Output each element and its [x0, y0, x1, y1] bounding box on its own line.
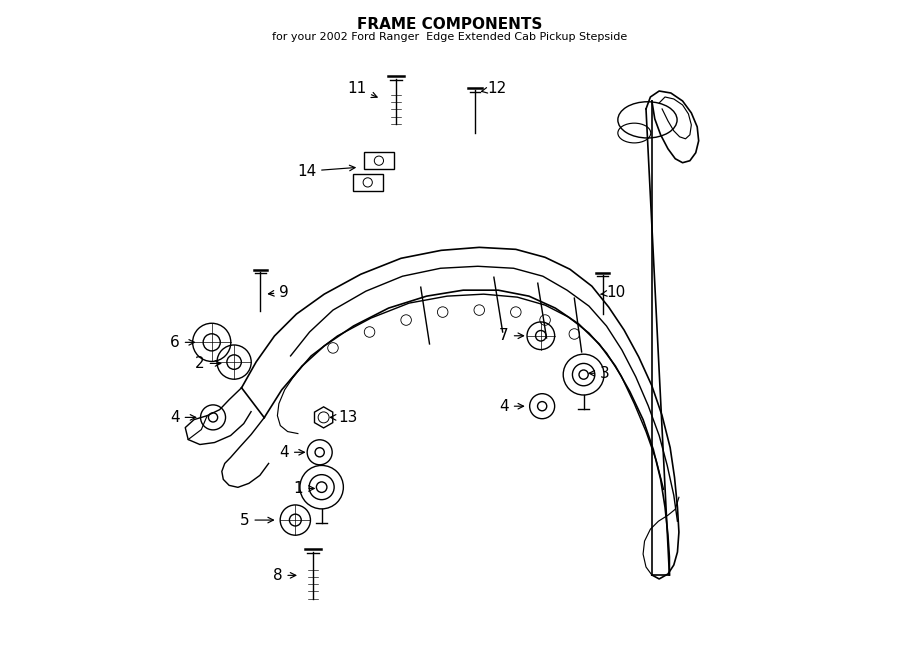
Text: 14: 14 — [297, 164, 356, 178]
Text: 4: 4 — [170, 410, 196, 425]
Text: 10: 10 — [600, 285, 626, 300]
Text: 12: 12 — [482, 81, 507, 96]
Text: 9: 9 — [268, 285, 289, 300]
Text: 4: 4 — [500, 399, 524, 414]
Text: 11: 11 — [346, 81, 377, 98]
Text: 13: 13 — [330, 410, 357, 425]
Text: for your 2002 Ford Ranger  Edge Extended Cab Pickup Stepside: for your 2002 Ford Ranger Edge Extended … — [273, 32, 627, 42]
Text: 8: 8 — [273, 568, 296, 583]
Text: 3: 3 — [589, 366, 609, 381]
Text: FRAME COMPONENTS: FRAME COMPONENTS — [357, 17, 543, 32]
Text: 2: 2 — [195, 356, 220, 371]
Text: 1: 1 — [293, 481, 314, 496]
Text: 7: 7 — [500, 329, 524, 343]
Text: 6: 6 — [170, 335, 194, 350]
Text: 5: 5 — [239, 512, 274, 527]
Text: 4: 4 — [279, 445, 304, 460]
